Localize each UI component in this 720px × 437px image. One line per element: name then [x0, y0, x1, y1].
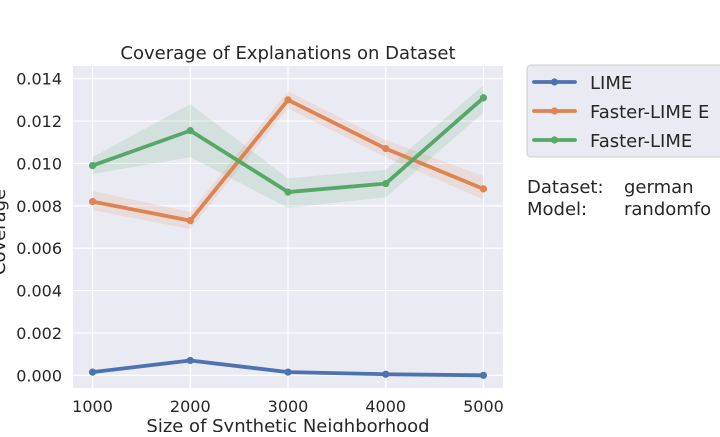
grid-layer — [73, 66, 503, 388]
model-label: Model: — [527, 199, 587, 220]
y-tick-label: 0.006 — [16, 239, 62, 258]
dataset-label: Dataset: — [527, 177, 604, 198]
x-axis-label: Size of Synthetic Neighborhood — [146, 416, 429, 432]
legend: LIME Faster-LIME E Faster-LIME — [526, 64, 720, 158]
x-tick-label: 2000 — [170, 397, 211, 416]
x-tick-label: 5000 — [463, 397, 504, 416]
y-tick-label: 0.010 — [16, 154, 62, 173]
series-point-layer — [88, 94, 488, 379]
x-tick-label: 3000 — [268, 397, 309, 416]
data-point — [382, 179, 390, 188]
legend-marker — [550, 78, 559, 86]
data-point — [284, 96, 292, 104]
info-block: Dataset: german Model: randomfo — [527, 177, 711, 220]
y-tick-label: 0.008 — [16, 197, 62, 216]
y-tick-label: 0.000 — [16, 366, 62, 385]
x-tick-label: 4000 — [365, 397, 406, 416]
data-point — [382, 145, 390, 153]
data-point — [479, 371, 488, 379]
data-point — [186, 127, 194, 135]
y-tick-label: 0.002 — [16, 324, 62, 343]
legend-marker — [550, 107, 559, 115]
confidence-band-1 — [92, 91, 484, 230]
data-point — [284, 188, 292, 196]
tick-label-layer: 1000 2000 3000 4000 5000 0.000 0.002 0.004 0.006… — [16, 70, 504, 416]
data-point — [186, 356, 194, 365]
data-point — [88, 368, 97, 376]
x-tick-label: 1000 — [72, 397, 113, 416]
data-point — [284, 368, 292, 376]
chart-title: Coverage of Explanations on Dataset — [120, 43, 455, 64]
legend-box — [526, 64, 720, 158]
data-point — [382, 370, 390, 378]
confidence-band-2 — [92, 85, 484, 208]
legend-marker — [550, 136, 559, 144]
data-point — [186, 217, 194, 225]
y-tick-label: 0.012 — [16, 112, 62, 131]
confidence-band-layer — [92, 85, 484, 376]
data-point — [479, 94, 488, 102]
data-point — [88, 161, 97, 170]
legend-label: Faster-LIME E — [590, 102, 709, 123]
legend-label: LIME — [590, 73, 632, 94]
model-value: randomfo — [624, 199, 711, 220]
y-axis-label: Coverage — [0, 189, 10, 275]
data-point — [88, 197, 97, 206]
legend-label: Faster-LIME — [590, 131, 692, 152]
y-tick-label: 0.014 — [16, 70, 62, 89]
dataset-value: german — [624, 177, 694, 198]
data-point — [479, 185, 488, 193]
y-tick-label: 0.004 — [16, 282, 62, 301]
